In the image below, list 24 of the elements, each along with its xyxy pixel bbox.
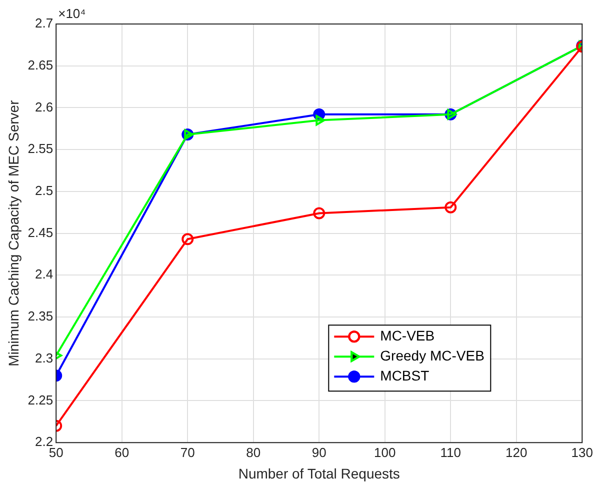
legend-label: MCBST bbox=[380, 367, 430, 384]
y-tick-label: 2.25 bbox=[28, 392, 54, 408]
x-tick-label: 90 bbox=[312, 444, 326, 460]
y-tick-label: 2.65 bbox=[28, 57, 54, 72]
x-tick-label: 120 bbox=[506, 444, 528, 460]
y-tick-label: 2.3 bbox=[35, 350, 54, 366]
y-tick-label: 2.45 bbox=[28, 224, 54, 240]
x-tick-label: 60 bbox=[114, 444, 130, 460]
y-tick-label: 2.6 bbox=[35, 99, 54, 114]
x-tick-label: 130 bbox=[571, 444, 594, 460]
x-tick-label: 70 bbox=[180, 444, 195, 460]
text: ×10⁴ bbox=[58, 6, 86, 22]
y-tick-label: 2.5 bbox=[35, 183, 54, 198]
legend-label: Greedy MC-VEB bbox=[380, 347, 484, 364]
y-tick-label: 2.55 bbox=[28, 141, 54, 156]
x-tick-label: 80 bbox=[246, 444, 261, 460]
x-axis-title: Number of Total Requests bbox=[238, 465, 400, 482]
x-tick-label: 100 bbox=[374, 444, 396, 460]
y-tick-label: 2.35 bbox=[28, 308, 54, 324]
legend-label: MC-VEB bbox=[380, 327, 435, 344]
y-axis-title: Minimum Caching Capacity of MEC Server bbox=[5, 100, 22, 366]
y-tick-label: 2.7 bbox=[35, 16, 54, 31]
y-tick-label: 2.4 bbox=[35, 266, 54, 282]
x-tick-label: 110 bbox=[440, 444, 462, 460]
